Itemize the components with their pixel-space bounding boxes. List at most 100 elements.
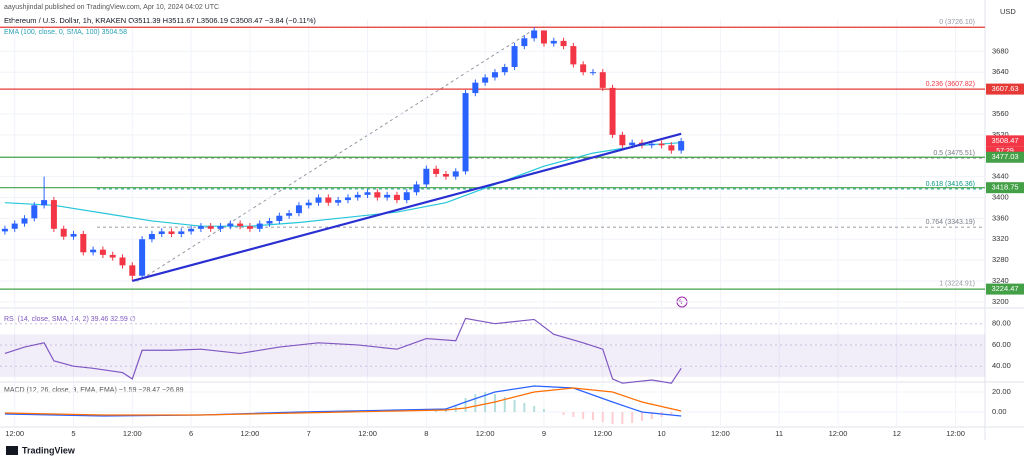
histogram-bar bbox=[503, 397, 506, 412]
candle-body bbox=[41, 200, 48, 206]
candle-body bbox=[540, 30, 547, 44]
y-tick-label: 0.00 bbox=[992, 407, 1007, 416]
candle-body bbox=[442, 173, 449, 177]
candle-body bbox=[109, 254, 116, 258]
candle-body bbox=[178, 231, 185, 235]
candle-body bbox=[629, 142, 636, 146]
rsi-line bbox=[4, 317, 682, 384]
x-tick-label: 12:00 bbox=[5, 429, 24, 438]
candle-body bbox=[256, 223, 263, 229]
candle-body bbox=[295, 205, 302, 214]
histogram-bar bbox=[601, 412, 604, 422]
x-tick-label: 5 bbox=[71, 429, 75, 438]
candle-body bbox=[158, 231, 165, 235]
candle-body bbox=[658, 143, 665, 146]
candle-body bbox=[609, 87, 616, 135]
histogram-bar bbox=[513, 400, 516, 412]
y-tick-label: 3280 bbox=[992, 255, 1009, 264]
x-tick-label: 10 bbox=[657, 429, 665, 438]
histogram-bar bbox=[591, 412, 594, 420]
x-tick-label: 12 bbox=[893, 429, 901, 438]
candle-body bbox=[237, 223, 244, 227]
ema-line bbox=[4, 142, 682, 227]
y-tick-label: 3400 bbox=[992, 192, 1009, 201]
candle-body bbox=[648, 143, 655, 146]
histogram-bar bbox=[582, 412, 585, 419]
y-tick-label: 3680 bbox=[992, 46, 1009, 55]
candle-body bbox=[246, 226, 253, 229]
fib-label: 0 (3726.10) bbox=[939, 19, 975, 26]
x-tick-label: 6 bbox=[189, 429, 193, 438]
candle-body bbox=[80, 234, 87, 253]
candle-body bbox=[403, 192, 410, 201]
y-tick-label: 3440 bbox=[992, 172, 1009, 181]
candle-body bbox=[413, 184, 420, 193]
candle-body bbox=[364, 192, 371, 195]
fib-label: 1 (3224.91) bbox=[939, 281, 975, 288]
candle-body bbox=[315, 197, 322, 203]
candle-body bbox=[11, 223, 18, 229]
candle-body bbox=[423, 168, 430, 185]
candle-body bbox=[70, 234, 77, 237]
price-badge-label: 3418.75 bbox=[991, 183, 1018, 192]
candle-body bbox=[384, 194, 391, 198]
candle-body bbox=[462, 93, 469, 172]
candle-body bbox=[599, 72, 606, 88]
candle-body bbox=[119, 257, 126, 266]
histogram-bar bbox=[493, 394, 496, 412]
rsi-band bbox=[0, 334, 985, 377]
price-badge bbox=[986, 182, 1024, 194]
price-badge-label: 3508.47 bbox=[991, 136, 1018, 145]
fib-label: 0.618 (3416.36) bbox=[926, 181, 975, 188]
candle-body bbox=[21, 218, 28, 224]
candle-body bbox=[207, 226, 214, 229]
histogram-bar bbox=[611, 412, 614, 424]
candle-body bbox=[354, 194, 361, 198]
x-tick-label: 11 bbox=[775, 429, 783, 438]
publisher: aayushjindal published on TradingView.co… bbox=[4, 4, 219, 11]
x-tick-label: 8 bbox=[424, 429, 428, 438]
x-tick-label: 9 bbox=[542, 429, 546, 438]
candle-body bbox=[678, 141, 685, 151]
histogram-bar bbox=[650, 412, 653, 419]
y-tick-label: 3240 bbox=[992, 276, 1009, 285]
x-tick-label: 12:00 bbox=[476, 429, 495, 438]
histogram-bar bbox=[435, 410, 438, 412]
y-tick-label: 80.00 bbox=[992, 319, 1011, 328]
candle-body bbox=[197, 226, 204, 229]
candle-body bbox=[521, 38, 528, 47]
rsi-legend: RSI (14, close, SMA, 14, 2) 39.46 32.59 … bbox=[4, 316, 136, 323]
trendline bbox=[132, 132, 682, 283]
price-badge-label: 3477.03 bbox=[991, 152, 1018, 161]
y-tick-label: 3560 bbox=[992, 109, 1009, 118]
candle-body bbox=[531, 30, 538, 39]
histogram-bar bbox=[631, 412, 634, 423]
candle-body bbox=[550, 40, 557, 44]
candle-body bbox=[511, 46, 518, 67]
candle-body bbox=[286, 213, 293, 216]
histogram-bar bbox=[484, 392, 487, 412]
histogram-bar bbox=[464, 398, 467, 412]
candle-body bbox=[472, 82, 479, 94]
x-tick-label: 12:00 bbox=[946, 429, 965, 438]
candle-body bbox=[393, 194, 400, 201]
signal-line bbox=[4, 387, 682, 416]
candle-body bbox=[148, 234, 155, 240]
price-badge-label: 3224.47 bbox=[991, 284, 1018, 293]
candle-body bbox=[168, 231, 175, 235]
candle-body bbox=[60, 228, 67, 237]
histogram-bar bbox=[621, 412, 624, 424]
histogram-bar bbox=[640, 412, 643, 421]
fib-label: 0.5 (3475.51) bbox=[933, 150, 975, 157]
x-tick-label: 12:00 bbox=[829, 429, 848, 438]
candle-body bbox=[99, 249, 106, 255]
candle-body bbox=[482, 77, 489, 83]
y-tick-label: 60.00 bbox=[992, 340, 1011, 349]
x-tick-label: 12:00 bbox=[358, 429, 377, 438]
price-badge-label: 3607.63 bbox=[991, 84, 1018, 93]
candle-body bbox=[227, 223, 234, 227]
footer: TradingView bbox=[22, 445, 76, 455]
candle-body bbox=[217, 226, 224, 229]
price-badge bbox=[986, 83, 1024, 95]
